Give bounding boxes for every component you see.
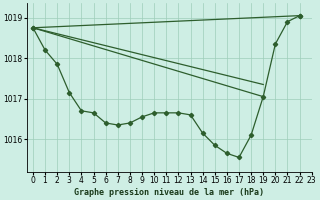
X-axis label: Graphe pression niveau de la mer (hPa): Graphe pression niveau de la mer (hPa): [74, 188, 264, 197]
